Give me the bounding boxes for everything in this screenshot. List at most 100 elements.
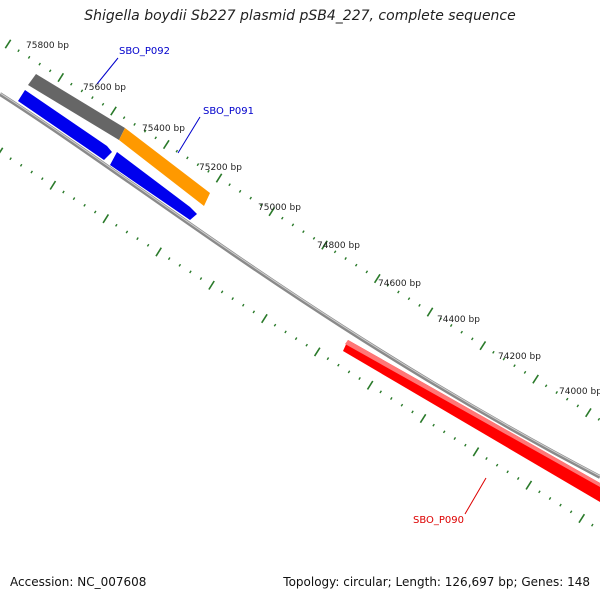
feature-blue-p092[interactable]	[18, 90, 112, 160]
outer-major-tick	[426, 307, 434, 317]
inner-minor-tick	[41, 177, 44, 181]
inner-major-tick	[261, 313, 268, 324]
inner-minor-tick	[538, 490, 541, 494]
inner-minor-tick	[146, 243, 150, 247]
inner-minor-tick	[294, 337, 298, 341]
inner-minor-tick	[411, 410, 414, 414]
inner-minor-tick	[19, 163, 23, 167]
feature-gray[interactable]	[28, 74, 125, 140]
backbone-line-highlight	[0, 92, 600, 477]
inner-major-tick	[472, 447, 480, 457]
outer-minor-tick	[513, 364, 516, 368]
outer-major-tick	[57, 72, 65, 83]
outer-minor-tick	[207, 169, 210, 173]
outer-minor-tick	[449, 324, 453, 327]
outer-minor-tick	[17, 49, 20, 53]
outer-minor-tick	[544, 384, 548, 388]
inner-minor-tick	[72, 197, 76, 201]
inner-minor-tick	[326, 357, 330, 361]
outer-major-tick	[532, 374, 539, 384]
tick-label: 75400 bp	[142, 124, 185, 134]
feature-red-p090[interactable]	[343, 340, 600, 502]
inner-minor-tick	[379, 390, 382, 394]
outer-minor-tick	[471, 337, 474, 341]
inner-minor-tick	[199, 277, 203, 281]
feature-blue-p091[interactable]	[110, 152, 197, 220]
outer-minor-tick	[91, 96, 94, 100]
inner-minor-tick	[252, 310, 256, 314]
inner-major-tick	[578, 513, 586, 524]
tick-label: 74200 bp	[498, 352, 541, 362]
tick-label: 75800 bp	[26, 41, 69, 51]
inner-minor-tick	[432, 423, 435, 427]
inner-minor-tick	[506, 470, 509, 474]
outer-minor-tick	[576, 404, 580, 408]
inner-minor-tick	[62, 190, 65, 194]
inner-minor-tick	[220, 290, 224, 294]
outer-minor-tick	[333, 250, 337, 254]
outer-major-tick	[373, 273, 381, 284]
outer-minor-tick	[143, 129, 147, 133]
outer-minor-tick	[281, 216, 284, 220]
gene-label-p092[interactable]: SBO_P092	[119, 46, 170, 57]
outer-major-tick	[110, 106, 117, 116]
inner-minor-tick	[125, 230, 129, 234]
outer-tick-ring	[4, 39, 600, 421]
outer-minor-tick	[555, 391, 558, 394]
inner-major-tick	[208, 280, 215, 290]
outer-minor-tick	[154, 136, 157, 140]
outer-minor-tick	[502, 357, 506, 361]
inner-minor-tick	[548, 497, 552, 500]
inner-minor-tick	[305, 343, 308, 347]
feature-orange[interactable]	[119, 128, 210, 206]
feature-red-highlight	[345, 340, 600, 487]
gene-label-p090[interactable]: SBO_P090	[413, 515, 464, 526]
outer-minor-tick	[196, 163, 200, 167]
outer-minor-tick	[302, 230, 305, 234]
inner-minor-tick	[167, 257, 171, 261]
inner-minor-tick	[337, 363, 340, 367]
outer-minor-tick	[122, 116, 126, 120]
outer-minor-tick	[386, 283, 390, 287]
outer-minor-tick	[249, 196, 252, 200]
outer-minor-tick	[565, 397, 569, 401]
tick-label: 74800 bp	[317, 241, 360, 251]
callout-line-p090	[464, 477, 487, 515]
inner-minor-tick	[273, 323, 277, 327]
inner-major-tick	[102, 213, 110, 224]
inner-tick-ring	[0, 147, 594, 527]
inner-minor-tick	[495, 463, 499, 467]
tick-label: 75000 bp	[258, 203, 301, 213]
outer-minor-tick	[80, 89, 84, 93]
map-title: Shigella boydii Sb227 plasmid pSB4_227, …	[84, 8, 516, 24]
inner-minor-tick	[30, 170, 33, 174]
outer-minor-tick	[439, 317, 442, 321]
inner-minor-tick	[569, 510, 573, 514]
outer-minor-tick	[344, 257, 347, 260]
inner-minor-tick	[453, 437, 457, 440]
inner-minor-tick	[136, 237, 139, 241]
outer-minor-tick	[133, 122, 136, 126]
inner-minor-tick	[9, 157, 12, 161]
inner-minor-tick	[516, 477, 520, 480]
outer-minor-tick	[238, 189, 242, 193]
outer-minor-tick	[291, 223, 295, 227]
outer-minor-tick	[175, 149, 179, 153]
tick-label: 74400 bp	[437, 315, 480, 325]
outer-minor-tick	[186, 156, 189, 160]
outer-major-tick	[479, 340, 487, 351]
tick-label: 75600 bp	[83, 83, 126, 93]
outer-minor-tick	[38, 62, 41, 66]
outer-minor-tick	[418, 303, 421, 307]
outer-minor-tick	[492, 350, 495, 354]
outer-major-tick	[585, 407, 592, 418]
outer-minor-tick	[228, 183, 231, 187]
inner-minor-tick	[400, 403, 404, 407]
inner-minor-tick	[559, 503, 562, 507]
gene-label-p091[interactable]: SBO_P091	[203, 106, 254, 117]
outer-minor-tick	[354, 263, 358, 267]
inner-minor-tick	[93, 210, 97, 214]
inner-minor-tick	[464, 443, 467, 447]
inner-minor-tick	[83, 203, 86, 207]
callout-line-p091	[177, 116, 201, 154]
